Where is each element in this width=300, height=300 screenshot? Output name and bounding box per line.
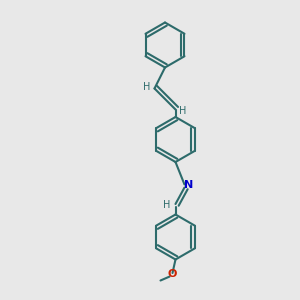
Text: H: H	[143, 82, 151, 92]
Text: H: H	[163, 200, 170, 211]
Text: H: H	[179, 106, 187, 116]
Text: O: O	[168, 268, 177, 279]
Text: N: N	[184, 179, 194, 190]
